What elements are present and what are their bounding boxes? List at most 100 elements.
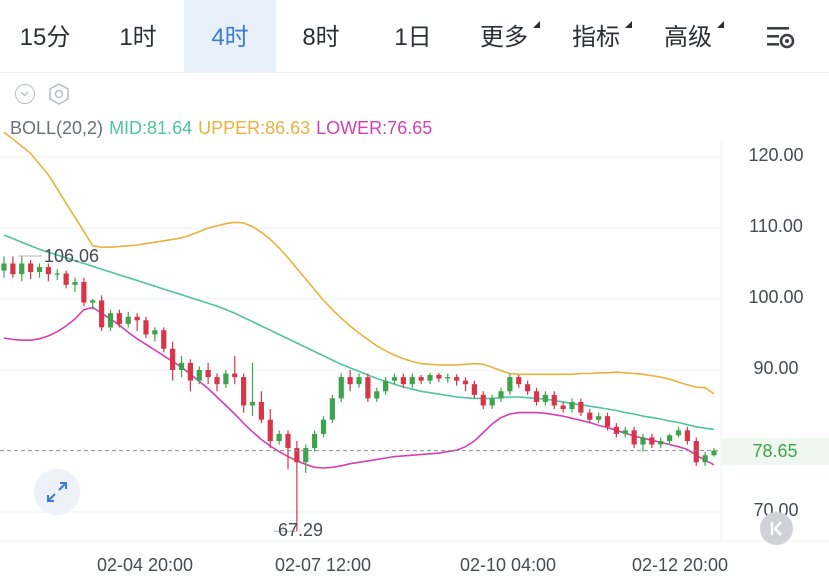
candle-body: [107, 313, 114, 328]
candle-body: [63, 273, 69, 285]
candle-body: [205, 370, 211, 378]
expand-fullscreen-button[interactable]: [34, 469, 80, 515]
candle-body: [631, 430, 637, 445]
candle-body: [462, 380, 469, 385]
tab-label: 8时: [302, 24, 340, 51]
candle-body: [1, 263, 7, 271]
candle-body: [356, 377, 362, 385]
candle-body: [507, 377, 513, 392]
tab-label: 1时: [119, 24, 157, 51]
boll-lower-line: [3, 306, 715, 469]
candle-body: [578, 401, 584, 413]
candle-body: [214, 377, 220, 385]
candle-body: [516, 377, 522, 385]
current-price-tag: 78.65: [721, 438, 829, 465]
tab-8[interactable]: 高级: [642, 0, 734, 72]
boll-name: BOLL(20,2): [10, 118, 104, 138]
x-tick-label: 02-07 12:00: [274, 555, 372, 575]
tab-5[interactable]: 1日: [368, 0, 458, 72]
candle-body: [551, 394, 557, 406]
candle-body: [134, 316, 140, 321]
tab-4[interactable]: 8时: [276, 0, 366, 72]
candle-body: [427, 374, 433, 381]
tab-label: 1日: [394, 24, 432, 51]
candle-body: [587, 412, 593, 420]
expand-arrows-icon: [47, 482, 67, 502]
boll-mid: MID:81.64: [109, 118, 193, 138]
y-tick-label: 120.00: [748, 145, 804, 165]
candle-body: [249, 401, 256, 406]
candle-body: [400, 377, 406, 385]
x-tick-label: 02-12 20:00: [631, 555, 729, 575]
candle-body: [54, 273, 60, 275]
current-price-value: 78.65: [752, 441, 798, 461]
y-tick-label: 100.00: [748, 287, 804, 307]
candle-body: [81, 281, 87, 303]
interval-tab-bar: 15分 1时 4时 8时 1日 更多 指标 高级: [0, 0, 829, 73]
boll-legend: BOLL(20,2) MID:81.64 UPPER:86.63 LOWER:76.6…: [10, 118, 438, 139]
candle-body: [454, 377, 460, 381]
candle-body: [525, 384, 531, 392]
candle-body: [436, 374, 442, 379]
boll-mid-line: [3, 234, 715, 431]
boll-lower: LOWER:76.65: [316, 118, 433, 138]
candle-body: [374, 391, 380, 399]
candle-body: [152, 330, 158, 335]
scroll-to-latest-button[interactable]: [760, 512, 793, 545]
candle-body: [19, 263, 25, 275]
x-tick-label: 02-04 20:00: [96, 555, 194, 575]
boll-upper: UPPER:86.63: [198, 118, 311, 138]
candle-body: [36, 267, 43, 273]
collapse-chevron-icon[interactable]: [15, 84, 35, 104]
candle-body: [365, 377, 371, 399]
candle-body: [391, 377, 398, 381]
candle-body: [675, 430, 682, 436]
candle-body: [640, 437, 646, 445]
x-tick-label: 02-10 04:00: [459, 555, 557, 575]
candle-body: [338, 377, 344, 399]
candle-body: [143, 320, 149, 335]
settings-list-icon[interactable]: [762, 20, 802, 54]
tab-label: 更多: [480, 21, 540, 51]
candle-body: [560, 405, 566, 410]
candle-body: [667, 435, 673, 441]
candle-body: [702, 455, 708, 463]
candle-body: [658, 441, 664, 445]
tab-label: 15分: [19, 24, 71, 51]
candle-body: [445, 377, 451, 379]
candle-body: [329, 398, 335, 420]
candle-body: [312, 433, 318, 449]
candle-body: [196, 370, 202, 381]
tab-1[interactable]: 15分: [0, 0, 90, 72]
candle-body: [622, 430, 628, 434]
candle-body: [161, 330, 167, 349]
dropdown-triangle-icon: [717, 21, 724, 28]
tab-3[interactable]: 4时: [184, 0, 276, 72]
candle-body: [649, 437, 655, 445]
candle-body: [409, 377, 415, 385]
candle-body: [320, 419, 327, 434]
candle-body: [613, 426, 619, 434]
candle-body: [489, 398, 495, 406]
candle-body: [276, 433, 282, 441]
candle-body: [684, 430, 690, 441]
candle-body: [294, 448, 300, 463]
candle-body: [569, 401, 575, 410]
candle-body: [498, 391, 504, 399]
candle-body: [28, 263, 34, 273]
tab-2[interactable]: 1时: [92, 0, 184, 72]
candle-body: [596, 416, 602, 420]
tab-label: 4时: [211, 24, 249, 51]
tab-6[interactable]: 更多: [458, 0, 550, 72]
candle-body: [223, 373, 229, 385]
indicator-settings-hex-icon[interactable]: [47, 82, 71, 106]
candle-body: [383, 380, 389, 392]
candle-body: [693, 441, 699, 463]
candle-body: [10, 263, 16, 275]
candle-body: [418, 377, 424, 381]
candle-body: [187, 362, 193, 381]
y-tick-label: 90.00: [753, 358, 799, 378]
y-tick-label: 110.00: [749, 216, 803, 236]
tab-7[interactable]: 指标: [550, 0, 642, 72]
